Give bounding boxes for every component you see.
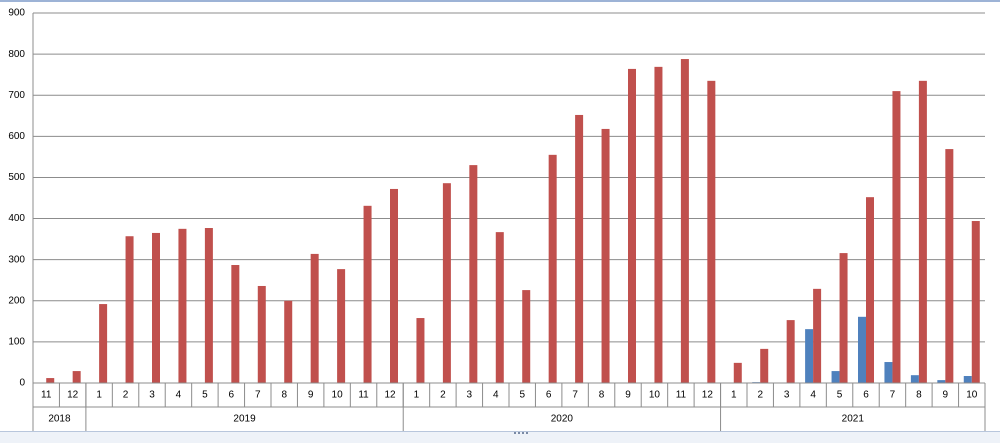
bar: [866, 197, 874, 383]
x-tick-label: 8: [599, 390, 605, 401]
y-tick-label: 200: [8, 295, 25, 306]
x-tick-label: 9: [625, 390, 631, 401]
bar: [231, 265, 240, 383]
x-group-label: 2021: [842, 414, 865, 425]
bar: [813, 288, 822, 383]
sheet-strip: [0, 431, 1000, 443]
x-tick-label: 2: [757, 390, 763, 401]
x-tick-label: 1: [414, 390, 420, 401]
x-tick-label: 12: [384, 390, 396, 401]
x-tick-label: 10: [649, 390, 661, 401]
x-tick-label: 5: [202, 390, 208, 401]
x-tick-label: 5: [519, 390, 525, 401]
x-tick-label: 2: [440, 390, 446, 401]
x-tick-label: 11: [676, 390, 687, 401]
bar: [601, 128, 610, 383]
x-tick-label: 6: [229, 390, 235, 401]
y-tick-label: 600: [8, 131, 25, 142]
x-tick-label: 1: [731, 390, 737, 401]
bar: [99, 304, 108, 383]
bar: [910, 375, 919, 383]
bar: [760, 348, 769, 383]
x-tick-label: 6: [863, 390, 869, 401]
x-tick-label: 3: [784, 390, 790, 401]
bar: [963, 376, 972, 383]
y-tick-label: 900: [8, 8, 25, 19]
bar: [831, 371, 840, 383]
x-tick-label: 9: [308, 390, 314, 401]
x-tick-label: 4: [493, 390, 499, 401]
y-tick-label: 700: [8, 90, 25, 101]
x-tick-label: 4: [176, 390, 182, 401]
x-tick-label: 11: [41, 390, 52, 401]
bar: [416, 318, 425, 383]
bar: [971, 221, 980, 383]
x-tick-label: 9: [943, 390, 949, 401]
y-tick-label: 500: [8, 172, 25, 183]
bar: [204, 228, 213, 383]
x-group-label: 2020: [551, 414, 574, 425]
y-tick-label: 400: [8, 213, 25, 224]
x-tick-label: 10: [332, 390, 344, 401]
y-tick-label: 300: [8, 254, 25, 265]
bar: [884, 362, 893, 383]
bar: [469, 165, 478, 383]
bar: [575, 114, 584, 383]
bar: [654, 66, 663, 383]
bar: [337, 269, 346, 383]
x-tick-label: 1: [96, 390, 102, 401]
y-tick-label: 0: [19, 378, 25, 389]
x-tick-label: 7: [572, 390, 578, 401]
bar: [72, 371, 81, 383]
bar: [733, 362, 742, 383]
x-tick-label: 7: [890, 390, 896, 401]
y-tick-label: 800: [8, 49, 25, 60]
bar: [707, 80, 716, 383]
bar: [680, 59, 689, 384]
x-tick-label: 4: [810, 390, 816, 401]
bar: [937, 380, 946, 383]
bar: [548, 154, 557, 383]
x-tick-label: 6: [546, 390, 552, 401]
x-tick-label: 8: [916, 390, 922, 401]
bar: [46, 378, 55, 383]
bar: [628, 68, 636, 384]
x-tick-label: 3: [467, 390, 473, 401]
x-tick-label: 2: [123, 390, 129, 401]
bar: [178, 228, 187, 383]
bar: [786, 320, 795, 383]
bar: [522, 290, 531, 383]
bar: [495, 232, 504, 383]
x-group-label: 2018: [48, 414, 71, 425]
bar: [125, 236, 134, 383]
bar: [918, 80, 927, 383]
x-tick-label: 11: [358, 390, 369, 401]
bar: [892, 91, 901, 383]
x-group-label: 2019: [233, 414, 256, 425]
bar: [363, 205, 372, 383]
resize-grip: [514, 432, 528, 434]
bar: [858, 316, 866, 383]
bar: [839, 253, 848, 383]
bar: [310, 253, 319, 383]
bar: [257, 285, 266, 383]
bar: [284, 300, 293, 383]
x-tick-label: 12: [702, 390, 714, 401]
x-tick-label: 7: [255, 390, 261, 401]
x-tick-label: 10: [966, 390, 978, 401]
y-tick-label: 100: [8, 337, 25, 348]
bar: [442, 183, 451, 383]
x-tick-label: 8: [281, 390, 287, 401]
x-tick-label: 5: [837, 390, 843, 401]
x-tick-label: 12: [67, 390, 79, 401]
bar: [390, 188, 398, 383]
bar: [152, 232, 160, 383]
bar: [805, 329, 814, 383]
x-tick-label: 3: [149, 390, 155, 401]
bar: [945, 149, 954, 383]
